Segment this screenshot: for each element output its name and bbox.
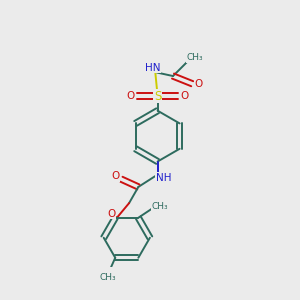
Text: NH: NH	[156, 173, 172, 183]
Text: O: O	[127, 91, 135, 101]
Text: O: O	[194, 79, 202, 89]
Text: HN: HN	[145, 63, 161, 73]
Text: CH₃: CH₃	[186, 53, 203, 62]
Text: CH₃: CH₃	[99, 273, 116, 282]
Text: O: O	[111, 171, 119, 181]
Text: O: O	[107, 209, 116, 219]
Text: S: S	[154, 90, 161, 103]
Text: CH₃: CH₃	[152, 202, 168, 211]
Text: O: O	[180, 91, 189, 101]
